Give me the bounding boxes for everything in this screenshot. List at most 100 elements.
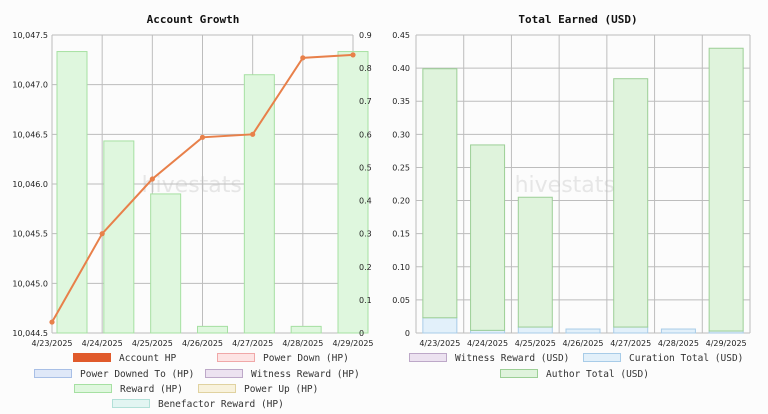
legend-swatch bbox=[409, 353, 447, 362]
x-tick-label: 4/23/2025 bbox=[31, 339, 72, 348]
account-hp-point bbox=[250, 131, 256, 137]
y-tick-label: 0.25 bbox=[392, 163, 410, 172]
curation-bar bbox=[613, 326, 649, 334]
curation-bar bbox=[660, 328, 696, 334]
curation-bar bbox=[517, 326, 553, 334]
legend-label: Witness Reward (USD) bbox=[455, 353, 570, 364]
legend-label: Account HP bbox=[119, 353, 177, 364]
author-bar bbox=[517, 196, 553, 328]
legend-swatch bbox=[205, 369, 243, 378]
legend-item[interactable]: Curation Total (USD) bbox=[583, 353, 743, 364]
account-hp-point bbox=[99, 231, 105, 237]
axis-ticks: 0 0.05 0.10 0.15 0.20 0.25 0.30 0.35 0.40 0.45 4/2… bbox=[392, 31, 746, 348]
legend-item[interactable]: Witness Reward (HP) bbox=[205, 369, 360, 380]
legend-swatch bbox=[583, 353, 621, 362]
legend-label: Reward (HP) bbox=[120, 384, 183, 395]
account-hp-point bbox=[300, 55, 306, 61]
y-tick-label: 10,046.0 bbox=[12, 180, 48, 189]
reward-bars bbox=[56, 51, 369, 334]
legend-item[interactable]: Power Up (HP) bbox=[198, 384, 318, 395]
account-hp-line bbox=[49, 52, 356, 325]
grid bbox=[51, 34, 354, 334]
author-bar bbox=[613, 78, 649, 328]
reward-bar bbox=[56, 51, 88, 334]
y-tick-label: 10,047.0 bbox=[12, 81, 48, 90]
account-growth-chart: Account Growth hivestats.io 10,044.510,0… bbox=[12, 13, 373, 348]
legend-swatch bbox=[74, 384, 112, 393]
legend-item[interactable]: Benefactor Reward (HP) bbox=[112, 399, 284, 410]
y-tick-label: 0.10 bbox=[392, 263, 410, 272]
y-tick-label: 0.20 bbox=[392, 197, 410, 206]
legend-swatch bbox=[217, 353, 255, 362]
y2-tick-label: 0.8 bbox=[359, 64, 372, 73]
account-hp-point bbox=[49, 319, 55, 325]
y2-tick-label: 0.7 bbox=[359, 97, 372, 106]
legend-item[interactable]: Power Down (HP) bbox=[217, 353, 349, 364]
legend-swatch bbox=[198, 384, 236, 393]
legend-item[interactable]: Reward (HP) bbox=[74, 384, 183, 395]
earned-bars bbox=[422, 47, 744, 334]
account-growth-title: Account Growth bbox=[147, 13, 240, 26]
grid bbox=[415, 34, 751, 334]
x-tick-label: 4/29/2025 bbox=[706, 339, 747, 348]
x-tick-label: 4/27/2025 bbox=[610, 339, 651, 348]
legend-item[interactable]: Power Downed To (HP) bbox=[34, 369, 194, 380]
legend-item[interactable]: Account HP bbox=[73, 353, 176, 364]
y-tick-label: 10,044.5 bbox=[12, 329, 48, 338]
legend-label: Witness Reward (HP) bbox=[251, 369, 360, 380]
x-tick-label: 4/28/2025 bbox=[282, 339, 323, 348]
y-tick-label: 0.40 bbox=[392, 64, 410, 73]
reward-bar bbox=[103, 140, 135, 334]
y-tick-label: 0.45 bbox=[392, 31, 410, 40]
y2-tick-label: 0.4 bbox=[359, 197, 372, 206]
y2-tick-label: 0.9 bbox=[359, 31, 372, 40]
x-tick-label: 4/23/2025 bbox=[419, 339, 460, 348]
y2-tick-label: 0.5 bbox=[359, 163, 372, 172]
legend-swatch bbox=[73, 353, 111, 362]
y-tick-label: 10,045.5 bbox=[12, 230, 48, 239]
reward-bar bbox=[150, 193, 182, 334]
legend-label: Benefactor Reward (HP) bbox=[158, 399, 284, 410]
legend-swatch bbox=[112, 399, 150, 408]
legend-label: Power Down (HP) bbox=[263, 353, 349, 364]
legend-swatch bbox=[34, 369, 72, 378]
curation-bar bbox=[565, 328, 601, 334]
account-hp-point bbox=[350, 52, 356, 58]
x-tick-label: 4/29/2025 bbox=[332, 339, 373, 348]
account-hp-point bbox=[199, 134, 206, 140]
total-earned-chart: Total Earned (USD) hivestats.io 00.050.1… bbox=[392, 13, 751, 348]
y-tick-label: 0.35 bbox=[392, 97, 410, 106]
legend-label: Power Up (HP) bbox=[244, 384, 319, 395]
axis-ticks: 10,044.5 10,045.0 10,045.5 10,046.0 10,046.5… bbox=[12, 31, 373, 348]
author-bar bbox=[470, 144, 506, 331]
author-bar bbox=[708, 47, 744, 332]
total-earned-title: Total Earned (USD) bbox=[518, 13, 637, 26]
account-hp-point bbox=[149, 176, 155, 182]
y2-tick-label: 0.3 bbox=[359, 230, 372, 239]
curation-bar bbox=[422, 317, 458, 334]
x-tick-label: 4/24/2025 bbox=[467, 339, 508, 348]
author-bar bbox=[422, 68, 458, 319]
legend-item[interactable]: Author Total (USD) bbox=[500, 369, 649, 380]
y2-tick-label: 0.1 bbox=[359, 296, 372, 305]
reward-bar bbox=[337, 51, 369, 334]
x-tick-label: 4/26/2025 bbox=[182, 339, 223, 348]
y-tick-label: 10,045.0 bbox=[12, 279, 48, 288]
legend-label: Curation Total (USD) bbox=[629, 353, 744, 364]
y2-tick-label: 0.6 bbox=[359, 130, 372, 139]
y2-tick-label: 0 bbox=[359, 329, 364, 338]
reward-bar bbox=[243, 74, 275, 334]
reward-bar bbox=[290, 325, 322, 334]
x-tick-label: 4/26/2025 bbox=[562, 339, 603, 348]
x-tick-label: 4/27/2025 bbox=[232, 339, 273, 348]
y-tick-label: 0 bbox=[405, 329, 410, 338]
y2-tick-label: 0.2 bbox=[359, 263, 372, 272]
x-tick-label: 4/28/2025 bbox=[658, 339, 699, 348]
legend-swatch bbox=[500, 369, 538, 378]
legend-item[interactable]: Witness Reward (USD) bbox=[409, 353, 569, 364]
x-tick-label: 4/25/2025 bbox=[132, 339, 173, 348]
legend-label: Author Total (USD) bbox=[546, 369, 649, 380]
y-tick-label: 0.15 bbox=[392, 230, 410, 239]
legend-label: Power Downed To (HP) bbox=[80, 369, 195, 380]
